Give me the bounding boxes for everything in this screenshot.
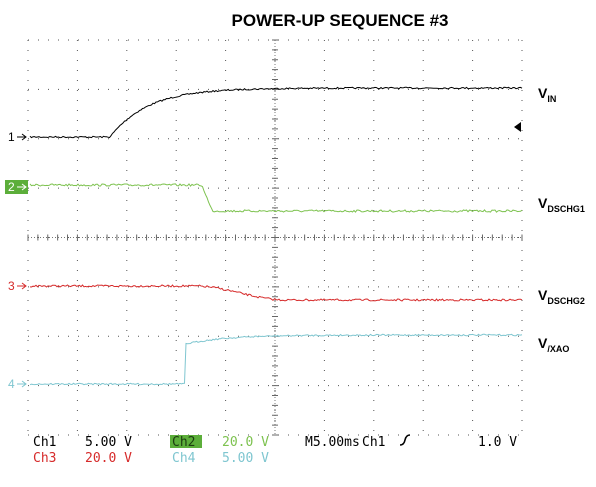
- readout: Ch1: [362, 435, 385, 450]
- readout: 20.0 V: [222, 435, 269, 450]
- ch4-arrow: [17, 380, 27, 388]
- ch3-arrow: [17, 282, 27, 290]
- ch3-marker: 3: [8, 279, 15, 293]
- readout: 5.00 V: [85, 435, 132, 450]
- trace: [29, 183, 523, 213]
- ch1-arrow: [17, 133, 27, 141]
- ch2-readout-box: [170, 435, 202, 448]
- signal-label: VIN: [538, 85, 556, 104]
- readout: 5.00 V: [222, 451, 269, 466]
- title: POWER-UP SEQUENCE #3: [232, 11, 449, 30]
- readout: Ch2: [172, 435, 195, 450]
- signal-label: VDSCHG2: [538, 287, 585, 306]
- trace: [29, 333, 523, 386]
- readout: M5.00ms: [305, 435, 360, 450]
- readout: Ch3: [33, 451, 56, 466]
- ch4-marker: 4: [8, 377, 15, 391]
- signal-label: VDSCHG1: [538, 195, 585, 214]
- readout: 1.0 V: [478, 435, 517, 450]
- trace: [29, 86, 523, 139]
- ch1-marker: 1: [8, 130, 15, 144]
- ch2-marker: 2: [8, 180, 15, 194]
- signal-label: V/XAO: [538, 335, 569, 354]
- traces: [29, 86, 523, 386]
- trigger-level: [514, 122, 521, 132]
- trigger-slope: [399, 434, 411, 446]
- trace: [29, 284, 523, 302]
- readout: 20.0 V: [85, 451, 132, 466]
- ch2-marker-box: [5, 180, 28, 194]
- readout: Ch4: [172, 451, 196, 466]
- graticule: [27, 39, 523, 436]
- ch2-arrow: [17, 183, 27, 191]
- readout: Ch1: [33, 435, 56, 450]
